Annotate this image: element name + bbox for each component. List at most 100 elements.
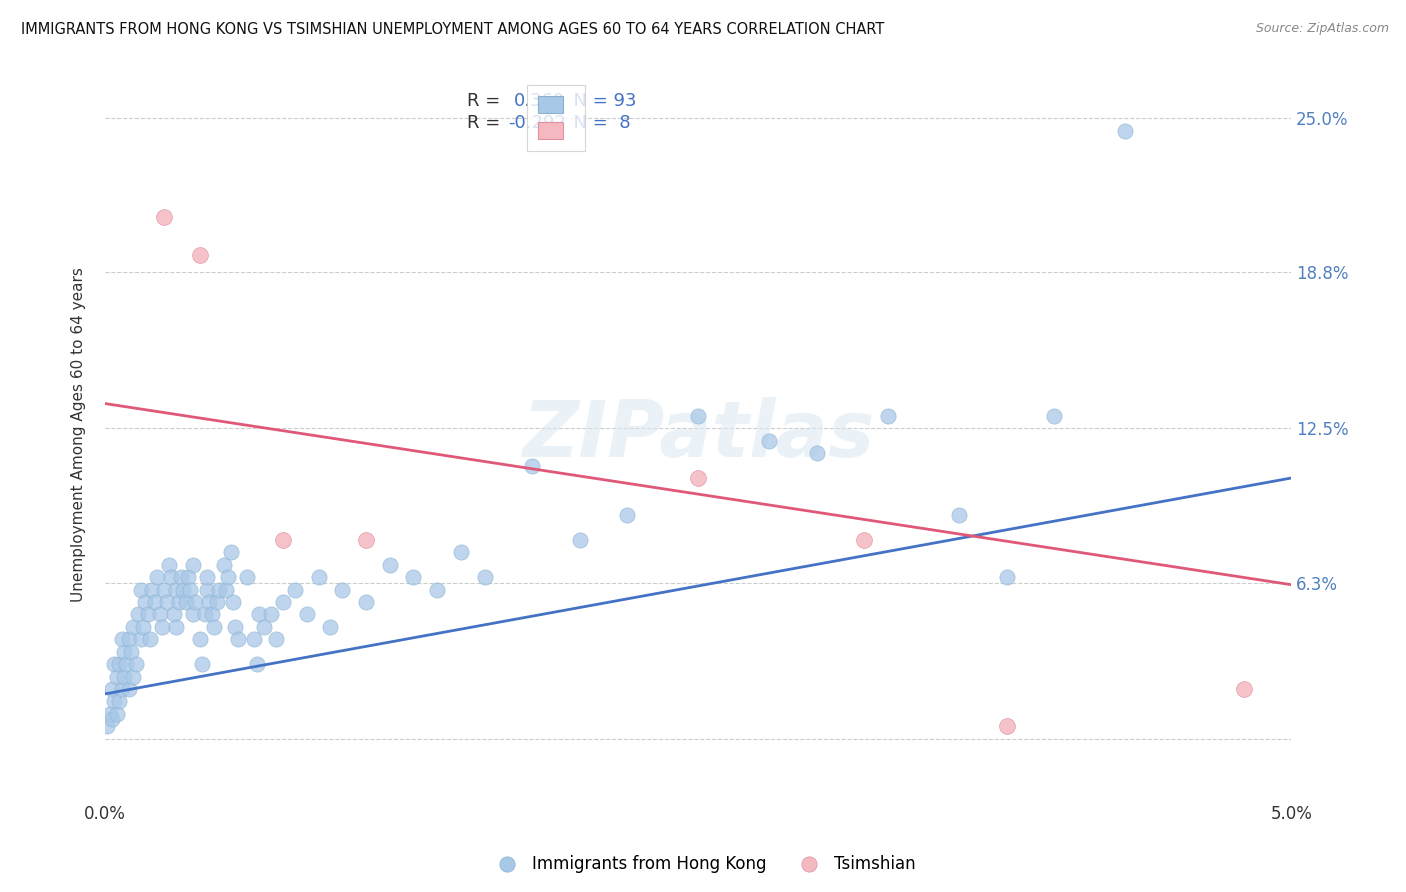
Point bbox=[995, 570, 1018, 584]
Legend: , : , bbox=[527, 85, 585, 152]
Point bbox=[450, 545, 472, 559]
Point bbox=[157, 558, 180, 572]
Point bbox=[1043, 409, 1066, 423]
Point bbox=[246, 657, 269, 672]
Point bbox=[224, 620, 246, 634]
Point bbox=[195, 570, 218, 584]
Text: N = 93: N = 93 bbox=[562, 93, 637, 111]
Point bbox=[156, 595, 179, 609]
Point bbox=[877, 409, 900, 423]
Point bbox=[129, 632, 152, 647]
Point bbox=[205, 595, 228, 609]
Point bbox=[96, 719, 118, 733]
Point bbox=[141, 582, 163, 597]
Point bbox=[146, 570, 169, 584]
Point bbox=[688, 409, 710, 423]
Text: R =: R = bbox=[467, 114, 506, 132]
Point bbox=[378, 558, 401, 572]
Point bbox=[127, 607, 149, 622]
Point bbox=[948, 508, 970, 523]
Point bbox=[139, 632, 162, 647]
Point bbox=[853, 533, 876, 547]
Point bbox=[253, 620, 276, 634]
Point bbox=[174, 595, 197, 609]
Point bbox=[125, 657, 148, 672]
Point bbox=[153, 582, 176, 597]
Text: 0.360: 0.360 bbox=[515, 93, 565, 111]
Text: N =  8: N = 8 bbox=[562, 114, 630, 132]
Point bbox=[115, 657, 138, 672]
Point bbox=[148, 607, 170, 622]
Point bbox=[163, 607, 186, 622]
Point bbox=[112, 645, 135, 659]
Point bbox=[103, 694, 125, 708]
Y-axis label: Unemployment Among Ages 60 to 64 years: Unemployment Among Ages 60 to 64 years bbox=[72, 267, 86, 602]
Point bbox=[402, 570, 425, 584]
Point bbox=[354, 533, 377, 547]
Point bbox=[165, 620, 187, 634]
Point bbox=[284, 582, 307, 597]
Point bbox=[222, 595, 245, 609]
Point bbox=[108, 657, 131, 672]
Point bbox=[153, 211, 176, 225]
Point bbox=[568, 533, 591, 547]
Point bbox=[806, 446, 828, 460]
Point bbox=[758, 434, 780, 448]
Point bbox=[110, 632, 132, 647]
Point bbox=[243, 632, 266, 647]
Point bbox=[217, 570, 239, 584]
Point bbox=[271, 533, 294, 547]
Point bbox=[150, 620, 173, 634]
Text: ZIPatlas: ZIPatlas bbox=[522, 397, 875, 473]
Point bbox=[110, 681, 132, 696]
Point bbox=[129, 582, 152, 597]
Point bbox=[202, 620, 225, 634]
Point bbox=[101, 681, 124, 696]
Point bbox=[1114, 123, 1136, 137]
Point bbox=[120, 645, 142, 659]
Point bbox=[191, 657, 214, 672]
Point bbox=[271, 595, 294, 609]
Point bbox=[134, 595, 156, 609]
Point bbox=[474, 570, 496, 584]
Point bbox=[236, 570, 259, 584]
Point bbox=[167, 595, 190, 609]
Point bbox=[226, 632, 249, 647]
Point bbox=[295, 607, 318, 622]
Point bbox=[1233, 681, 1256, 696]
Point bbox=[122, 669, 145, 683]
Point bbox=[122, 620, 145, 634]
Point bbox=[98, 706, 121, 721]
Legend: Immigrants from Hong Kong, Tsimshian: Immigrants from Hong Kong, Tsimshian bbox=[484, 848, 922, 880]
Point bbox=[170, 570, 193, 584]
Point bbox=[260, 607, 283, 622]
Point bbox=[688, 471, 710, 485]
Point bbox=[181, 558, 204, 572]
Point bbox=[201, 607, 224, 622]
Text: Source: ZipAtlas.com: Source: ZipAtlas.com bbox=[1256, 22, 1389, 36]
Point bbox=[103, 657, 125, 672]
Text: R =: R = bbox=[467, 93, 512, 111]
Point bbox=[215, 582, 238, 597]
Point bbox=[188, 632, 211, 647]
Point bbox=[160, 570, 183, 584]
Point bbox=[181, 607, 204, 622]
Point bbox=[264, 632, 287, 647]
Point bbox=[208, 582, 231, 597]
Point bbox=[118, 681, 141, 696]
Text: -0.292: -0.292 bbox=[509, 114, 567, 132]
Point bbox=[995, 719, 1018, 733]
Point bbox=[108, 694, 131, 708]
Point bbox=[177, 570, 200, 584]
Point bbox=[426, 582, 449, 597]
Point bbox=[184, 595, 207, 609]
Point bbox=[105, 669, 128, 683]
Point bbox=[520, 458, 543, 473]
Point bbox=[194, 607, 217, 622]
Point bbox=[118, 632, 141, 647]
Point bbox=[101, 712, 124, 726]
Point bbox=[319, 620, 342, 634]
Point bbox=[308, 570, 330, 584]
Point bbox=[132, 620, 155, 634]
Point bbox=[143, 595, 166, 609]
